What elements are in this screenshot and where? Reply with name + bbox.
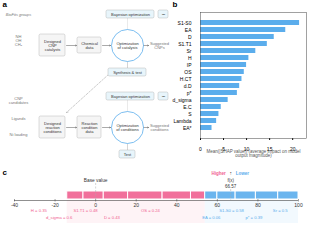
svg-text:H = 0.35: H = 0.35: [31, 208, 48, 213]
svg-text:c: c: [3, 168, 8, 177]
svg-text:D: D: [188, 34, 192, 40]
svg-text:Bayesian optimization: Bayesian optimization: [111, 12, 150, 17]
svg-text:Optimizationof conditions: Optimizationof conditions: [116, 123, 138, 132]
svg-text:Base value: Base value: [84, 178, 108, 183]
svg-text:100: 100: [294, 202, 303, 208]
svg-text:S1-S0: S1-S0: [178, 20, 192, 26]
svg-text:66.57: 66.57: [225, 184, 237, 189]
svg-text:-40: -40: [11, 202, 18, 208]
svg-text:EA*: EA*: [183, 125, 192, 131]
svg-text:Bayesian optimization: Bayesian optimization: [111, 94, 150, 99]
svg-text:0: 0: [94, 202, 97, 208]
svg-text:OS = 0.24: OS = 0.24: [141, 208, 161, 213]
svg-text:Ligands: Ligands: [11, 116, 25, 121]
svg-text:E.C: E.C: [183, 104, 192, 110]
svg-text:f(x): f(x): [227, 178, 234, 183]
svg-text:H: H: [188, 55, 192, 61]
svg-text:IP: IP: [187, 62, 192, 68]
svg-text:80: 80: [255, 202, 261, 208]
svg-text:Mean(|SHAP value|) (average im: Mean(|SHAP value|) (average impact on mo…: [206, 149, 300, 159]
svg-text:Chemicaldata: Chemicaldata: [81, 41, 98, 50]
svg-text:d_sigma = 0.6: d_sigma = 0.6: [46, 215, 73, 220]
svg-text:Lambda: Lambda: [173, 118, 191, 124]
svg-text:Ni loading: Ni loading: [10, 132, 28, 137]
svg-text:NHOHCH₃: NHOHCH₃: [15, 34, 23, 47]
svg-text:p* = 0.39: p* = 0.39: [245, 215, 263, 220]
svg-text:S1-S0 = 0.58: S1-S0 = 0.58: [219, 208, 244, 213]
svg-text:EA = 0.06: EA = 0.06: [202, 215, 221, 220]
svg-text:Optimizationof catalysis: Optimizationof catalysis: [116, 41, 138, 50]
svg-text:Lower: Lower: [236, 171, 250, 176]
svg-text:Synthesis & test: Synthesis & test: [113, 70, 143, 75]
svg-text:D = 0.43: D = 0.43: [104, 215, 121, 220]
svg-text:EA: EA: [185, 27, 192, 33]
svg-text:DesignedCNPcatalysts: DesignedCNPcatalysts: [44, 39, 61, 52]
svg-text:60: 60: [215, 202, 221, 208]
svg-text:↑: ↑: [229, 170, 232, 176]
svg-text:S1.T1 = 0.48: S1.T1 = 0.48: [73, 208, 98, 213]
svg-text:Sr = 0.5: Sr = 0.5: [273, 208, 288, 213]
svg-text:p*: p*: [187, 90, 192, 96]
svg-text:b: b: [173, 0, 178, 9]
svg-text:~: ~: [162, 93, 166, 99]
svg-text:S: S: [188, 111, 192, 117]
svg-text:a: a: [3, 0, 8, 9]
svg-text:~: ~: [162, 11, 166, 17]
svg-text:d.D: d.D: [184, 83, 192, 89]
svg-text:S1.T1: S1.T1: [178, 41, 192, 47]
svg-text:Suggestedconditions: Suggestedconditions: [150, 123, 169, 132]
svg-text:d_sigma: d_sigma: [173, 97, 192, 103]
svg-text:40: 40: [174, 202, 180, 208]
svg-text:CNPcandidates: CNPcandidates: [9, 96, 28, 105]
svg-text:BioFits groups: BioFits groups: [6, 12, 32, 17]
svg-text:H.CT: H.CT: [180, 76, 192, 82]
svg-text:OS: OS: [184, 69, 192, 75]
svg-text:SuggestedCNPs: SuggestedCNPs: [150, 41, 169, 50]
svg-text:Designedreactionconditions: Designedreactionconditions: [43, 121, 61, 134]
svg-text:Reactionconditiondata: Reactionconditiondata: [81, 121, 97, 134]
svg-text:-20: -20: [51, 202, 58, 208]
svg-text:Test: Test: [124, 152, 132, 157]
svg-text:Sr: Sr: [187, 48, 192, 54]
svg-text:Higher: Higher: [211, 171, 226, 176]
svg-text:0: 0: [199, 146, 202, 152]
svg-text:20: 20: [133, 202, 139, 208]
